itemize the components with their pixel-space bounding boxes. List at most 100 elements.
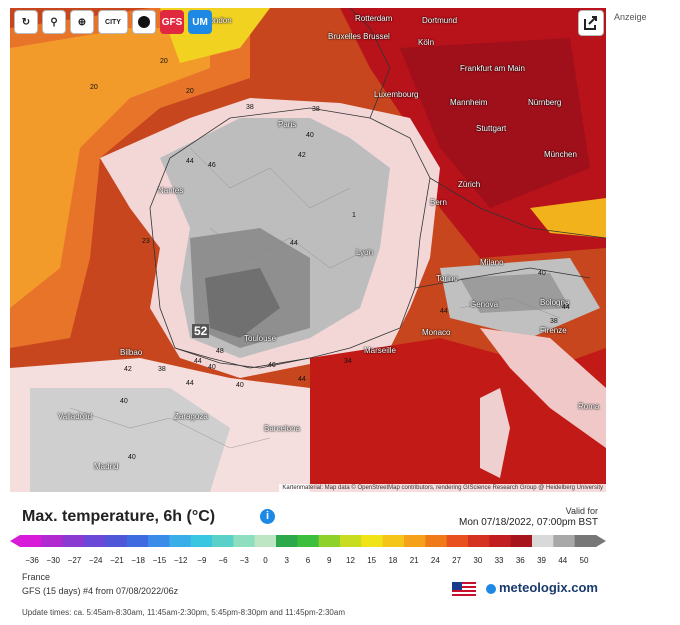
city-label: London bbox=[205, 16, 232, 25]
temperature-value: 20 bbox=[90, 84, 98, 91]
city-toggle-button[interactable]: CITY bbox=[98, 10, 128, 34]
city-label: Bologna bbox=[540, 298, 570, 307]
scale-tick-label: 12 bbox=[346, 556, 355, 565]
temperature-value: 40 bbox=[236, 382, 244, 389]
scale-tick-label: −18 bbox=[131, 556, 145, 565]
scale-segment bbox=[404, 535, 426, 547]
city-label: Zaragoza bbox=[174, 412, 208, 421]
scale-tick-label: −6 bbox=[218, 556, 228, 565]
gfs-model-button[interactable]: GFS bbox=[160, 10, 184, 34]
um-model-button[interactable]: UM bbox=[188, 10, 212, 34]
temperature-value: 44 bbox=[186, 158, 194, 165]
city-label: Genova bbox=[470, 300, 499, 309]
city-label: Lyon bbox=[356, 248, 374, 257]
scale-tick-label: −24 bbox=[88, 556, 103, 565]
scale-segment bbox=[126, 535, 149, 547]
brand-logo[interactable]: meteologix.com bbox=[486, 580, 598, 595]
temperature-value: 38 bbox=[312, 106, 320, 113]
scale-segment bbox=[532, 535, 554, 547]
share-button[interactable] bbox=[578, 10, 604, 36]
scale-tick-label: −21 bbox=[110, 556, 124, 565]
city-label: Luxembourg bbox=[374, 90, 419, 99]
scale-segment bbox=[20, 535, 42, 547]
city-label: München bbox=[544, 150, 577, 159]
scale-tick-label: 6 bbox=[305, 556, 311, 565]
temperature-value: 40 bbox=[306, 132, 314, 139]
city-label: Nantes bbox=[158, 186, 184, 195]
info-icon: i bbox=[265, 510, 270, 522]
city-label: Barcelona bbox=[264, 424, 301, 433]
scale-tick-label: 30 bbox=[473, 556, 483, 565]
us-flag-icon[interactable] bbox=[452, 582, 476, 596]
temperature-value: 44 bbox=[186, 380, 194, 387]
meteologix-globe-icon bbox=[486, 583, 496, 594]
scale-tick-label: 33 bbox=[494, 556, 504, 565]
zoom-icon: ⊕ bbox=[77, 16, 87, 28]
update-times: Update times: ca. 5:45am-8:30am, 11:45am… bbox=[22, 608, 345, 617]
valid-time: Mon 07/18/2022, 07:00pm BST bbox=[459, 517, 598, 528]
color-scale bbox=[10, 535, 606, 547]
scale-arrow-left bbox=[10, 535, 20, 547]
location-button[interactable]: ⚲ bbox=[42, 10, 66, 34]
temperature-value: 46 bbox=[268, 362, 276, 369]
city-label: Stuttgart bbox=[476, 124, 507, 133]
zoom-button[interactable]: ⊕ bbox=[70, 10, 94, 34]
temperature-value: 40 bbox=[128, 454, 136, 461]
location-pin-icon: ⚲ bbox=[50, 16, 58, 28]
temperature-value: 20 bbox=[160, 58, 168, 65]
point-icon bbox=[138, 16, 150, 28]
weather-map[interactable]: London Rotterdam Dortmund Bruxelles Brus… bbox=[10, 8, 606, 492]
city-label: Roma bbox=[578, 402, 600, 411]
scale-tick-label: 50 bbox=[579, 556, 589, 565]
temperature-value: 40 bbox=[538, 270, 546, 277]
scale-segment bbox=[190, 535, 213, 547]
city-label: Bilbao bbox=[120, 348, 143, 357]
scale-tick-label: −36 bbox=[25, 556, 39, 565]
scale-tick-label: −30 bbox=[46, 556, 61, 565]
temperature-value: 38 bbox=[246, 104, 254, 111]
point-button[interactable] bbox=[132, 10, 156, 34]
scale-segment bbox=[574, 535, 597, 547]
city-label: Milano bbox=[480, 258, 504, 267]
temperature-value: 46 bbox=[208, 162, 216, 169]
city-label: Toulouse bbox=[244, 334, 277, 343]
scale-segment bbox=[233, 535, 256, 547]
map-title: Max. temperature, 6h (°C) bbox=[22, 508, 216, 525]
temperature-value: 38 bbox=[550, 318, 558, 325]
scale-segment bbox=[446, 535, 469, 547]
temperature-value: 40 bbox=[120, 398, 128, 405]
scale-tick-label: 44 bbox=[558, 556, 568, 565]
scale-segment bbox=[297, 535, 320, 547]
scale-segment bbox=[318, 535, 341, 547]
city-label: Zürich bbox=[458, 180, 481, 189]
temperature-value: 23 bbox=[142, 238, 150, 245]
city-label: Dortmund bbox=[422, 16, 458, 25]
temperature-value: 44 bbox=[562, 304, 570, 311]
scale-tick-label: 39 bbox=[537, 556, 546, 565]
reload-icon: ↻ bbox=[21, 16, 31, 28]
temperature-value: 42 bbox=[124, 366, 132, 373]
city-label: Monaco bbox=[422, 328, 451, 337]
scale-segment bbox=[382, 535, 405, 547]
temperature-value: 40 bbox=[208, 364, 216, 371]
reload-button[interactable]: ↻ bbox=[14, 10, 38, 34]
temperature-value: 42 bbox=[298, 152, 306, 159]
scale-segment bbox=[340, 535, 362, 547]
scale-segment bbox=[254, 535, 277, 547]
scale-tick-label: −3 bbox=[239, 556, 249, 565]
temperature-value: 48 bbox=[216, 348, 224, 355]
temperature-value: 44 bbox=[440, 308, 448, 315]
info-button[interactable]: i bbox=[260, 509, 275, 524]
region-label: France bbox=[22, 572, 51, 582]
scale-tick-label: 27 bbox=[452, 556, 462, 565]
scale-segment bbox=[62, 535, 85, 547]
scale-tick-label: 21 bbox=[409, 556, 419, 565]
temperature-value: 44 bbox=[194, 358, 202, 365]
city-label: Frankfurt am Main bbox=[460, 64, 525, 73]
scale-tick-label: 15 bbox=[367, 556, 377, 565]
scale-segment bbox=[361, 535, 384, 547]
scale-segment bbox=[148, 535, 170, 547]
scale-segment bbox=[212, 535, 234, 547]
city-label: Bern bbox=[430, 198, 447, 207]
temperature-value: 1 bbox=[352, 212, 356, 219]
